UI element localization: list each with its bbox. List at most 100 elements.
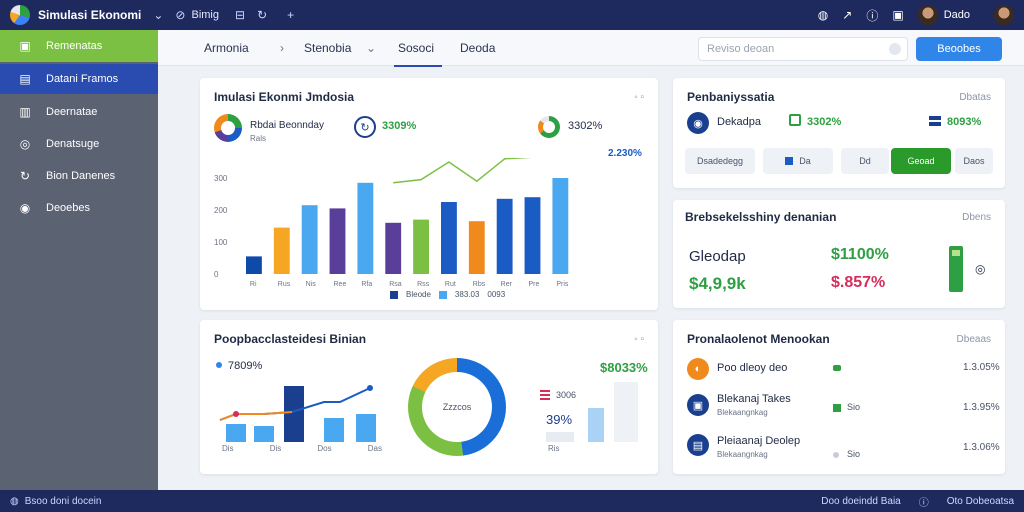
sidebar-item-label: Bion Danenes [46,170,116,182]
x-tick-label: Rss [417,281,430,288]
globe-icon: ◍ [10,495,19,507]
item-name: Poo dleoy deo [717,362,788,374]
progress-ring-icon [538,116,560,138]
tab-bar: Armonia › Stenobia ⌄ Sosoci Deoda Reviso… [158,30,1024,67]
legend-swatch [390,290,398,299]
more-button[interactable]: Daos [955,148,993,174]
tab-1[interactable]: Stenobia [304,41,352,55]
search-input[interactable]: Reviso deoan [698,37,908,61]
peak-label: 2.230% [608,148,642,159]
legend-swatch [540,390,550,400]
sidebar-item-label: Deernatae [46,106,98,118]
chart-bar[interactable] [441,202,457,274]
menu-icon[interactable]: ⊘ [175,8,186,22]
chevron-down-icon[interactable]: ⌄ [153,8,164,22]
mini-label: Das [367,444,382,453]
dashboard-icon: ▣ [19,39,31,53]
item-value: 1.3.06% [963,442,1000,453]
balance-label: Gleodap [689,248,746,265]
chart-bar[interactable] [329,208,346,274]
card-menu[interactable]: Dbatas [959,92,991,103]
y-tick-label: 0 [214,270,219,279]
user-name: Dado [943,9,970,21]
chart-bar[interactable] [468,221,485,274]
cycle-icon: ↻ [354,116,376,138]
card-menu[interactable]: Dbens [962,212,991,223]
status-label: Sio [847,402,861,412]
chart-bar[interactable] [301,205,318,274]
confirm-button[interactable]: Geoad [891,148,951,174]
chart-bar[interactable] [273,227,290,274]
chart-bar[interactable] [357,182,374,274]
card-title: Imulasi Ekonmi Jmdosia [214,90,355,104]
filter-button-c[interactable]: Dd [841,148,889,174]
app-logo-icon [10,5,30,25]
sidebar-item-4[interactable]: ↻ Bion Danenes [0,160,158,192]
card-title: Penbaniyssatia [687,90,775,104]
row-right-value: 8093% [947,116,982,128]
tab-0[interactable]: Armonia [204,41,249,55]
chart-bar[interactable] [552,178,569,274]
tab-2[interactable]: Sosoci [393,41,443,67]
mini-label: Ris [548,444,560,453]
status-dot [833,365,841,371]
secondary-avatar[interactable] [994,5,1014,25]
user-menu[interactable]: Dado [917,5,970,25]
summary-card: Penbaniyssatia Dbatas ◉ Dekadpa 3302% 80… [673,78,1005,188]
chart-bar[interactable] [385,222,402,274]
y-tick-label: 100 [214,238,228,247]
refresh-icon[interactable]: ↻ [257,8,268,22]
status-mid[interactable]: Doo doeindd Baia [821,495,901,507]
x-tick-label: Rbs [473,281,486,288]
card-menu-icon[interactable]: ◦ ▫ [634,92,644,103]
search-icon[interactable]: ◍ [817,8,829,22]
filter-button-b-label: Da [799,156,811,166]
sidebar-item-5[interactable]: ◉ Deoebes [0,192,158,224]
info-icon[interactable]: ⓘ [866,8,879,23]
search-clear-icon[interactable] [889,43,901,55]
row-value: 3302% [807,116,842,128]
economy-chart-card: Imulasi Ekonmi Jmdosia ◦ ▫ Rbdai Beonnda… [200,78,658,310]
info-icon[interactable]: ⓘ [918,497,929,509]
add-icon[interactable]: + [287,8,295,22]
bar-placeholder [546,432,574,442]
x-tick-label: Rsa [389,281,402,288]
folder-icon[interactable]: ⊟ [235,8,246,22]
tab-3[interactable]: Deoda [460,41,496,55]
mini-bar [588,408,604,442]
item-value: 1.3.95% [963,402,1000,413]
chevron-down-icon[interactable]: ⌄ [366,41,377,55]
target-icon: ◎ [19,137,31,151]
sidebar-item-0[interactable]: ▣ Remenatas [0,30,158,62]
chart-bar[interactable] [496,198,513,274]
top-bar: Simulasi Ekonomi ⌄ ⊘ Bimig ⊟ ↻ + ◍ ↗ ⓘ ▣… [0,0,1024,30]
bookmark-icon[interactable]: ▣ [892,8,904,22]
card-menu-icon[interactable]: ◦ ▫ [634,334,644,345]
chart-bar[interactable] [246,256,262,274]
chart-bar[interactable] [413,219,429,274]
sidebar-item-1[interactable]: ▤ Datani Framos [0,64,158,94]
grid-icon: ▥ [19,105,31,119]
sidebar: ▣ Remenatas ▤ Datani Framos ▥ Deernatae … [0,30,158,490]
status-label: Sio [847,449,861,459]
search-placeholder: Reviso deoan [707,43,775,55]
stat-1: 3309% [382,120,417,132]
legend-sub: Rals [250,134,267,143]
nav-link[interactable]: Bimig [191,9,219,21]
trend-icon[interactable]: ↗ [842,8,853,22]
y-tick-label: 300 [214,174,228,183]
target-icon[interactable]: ◎ [975,262,986,276]
item-name: Blekanaj Takes [717,393,791,405]
filter-button-b[interactable]: Da [763,148,833,174]
pie-mini-icon [214,114,242,142]
chart-bar[interactable] [524,197,541,274]
status-right[interactable]: Oto Dobeoatsa [946,495,1014,507]
filter-button-a[interactable]: Dsadedegg [685,148,755,174]
level-bar [949,246,963,292]
ranking-card: Pronalaolenot Menookan Dbeaas ◐ Poo dleo… [673,320,1005,474]
x-tick-label: Nis [306,281,317,288]
sidebar-item-2[interactable]: ▥ Deernatae [0,96,158,128]
card-menu[interactable]: Dbeaas [956,334,991,345]
search-button[interactable]: Beoobes [916,37,1002,61]
sidebar-item-3[interactable]: ◎ Denatsuge [0,128,158,160]
